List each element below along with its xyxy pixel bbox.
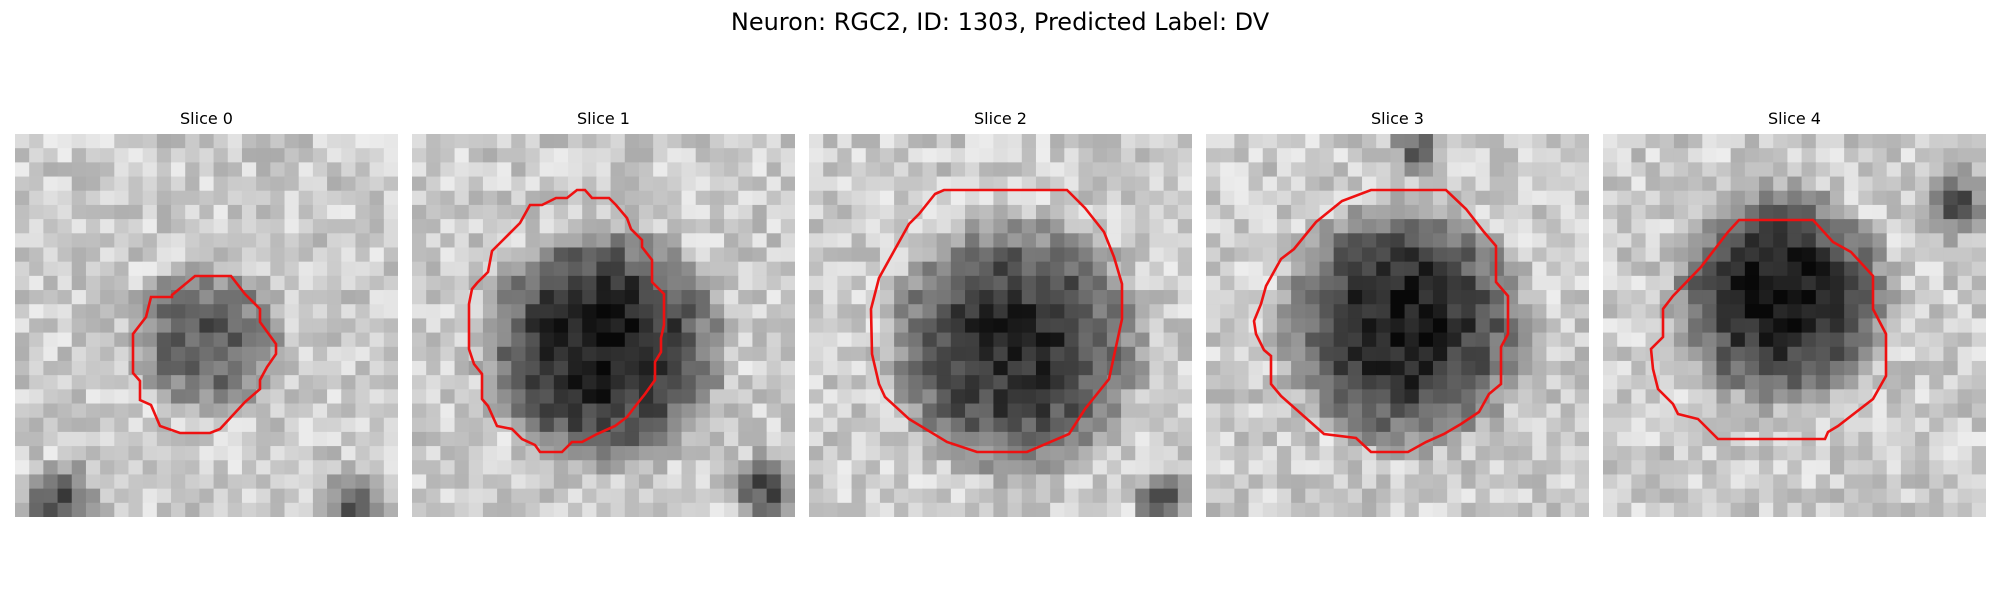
- slice-panel-2: Slice 2: [809, 108, 1192, 518]
- roi-contour: [467, 188, 666, 454]
- slice-panel-1: Slice 1: [412, 108, 795, 518]
- slice-title: Slice 2: [974, 109, 1027, 128]
- slice-title: Slice 1: [577, 109, 630, 128]
- slice-title: Slice 3: [1371, 109, 1424, 128]
- slice-panel-4: Slice 4: [1603, 108, 1986, 518]
- slice-title: Slice 0: [180, 109, 233, 128]
- grayscale-pixel-grid: [15, 134, 398, 517]
- slice-image: [809, 134, 1192, 517]
- roi-contour: [1649, 218, 1888, 441]
- slice-image: [15, 134, 398, 517]
- grayscale-pixel-grid: [1603, 134, 1986, 517]
- roi-contour: [869, 188, 1124, 454]
- slice-panel-3: Slice 3: [1206, 108, 1589, 518]
- slice-image: [1206, 134, 1589, 517]
- roi-contour: [131, 274, 278, 435]
- slice-image: [1603, 134, 1986, 517]
- grayscale-pixel-grid: [412, 134, 795, 517]
- slice-image: [412, 134, 795, 517]
- grayscale-pixel-grid: [1206, 134, 1589, 517]
- roi-contour: [1252, 188, 1510, 454]
- figure-title: Neuron: RGC2, ID: 1303, Predicted Label:…: [730, 8, 1270, 36]
- slice-panel-0: Slice 0: [15, 108, 398, 518]
- slice-title: Slice 4: [1768, 109, 1821, 128]
- grayscale-pixel-grid: [809, 134, 1192, 517]
